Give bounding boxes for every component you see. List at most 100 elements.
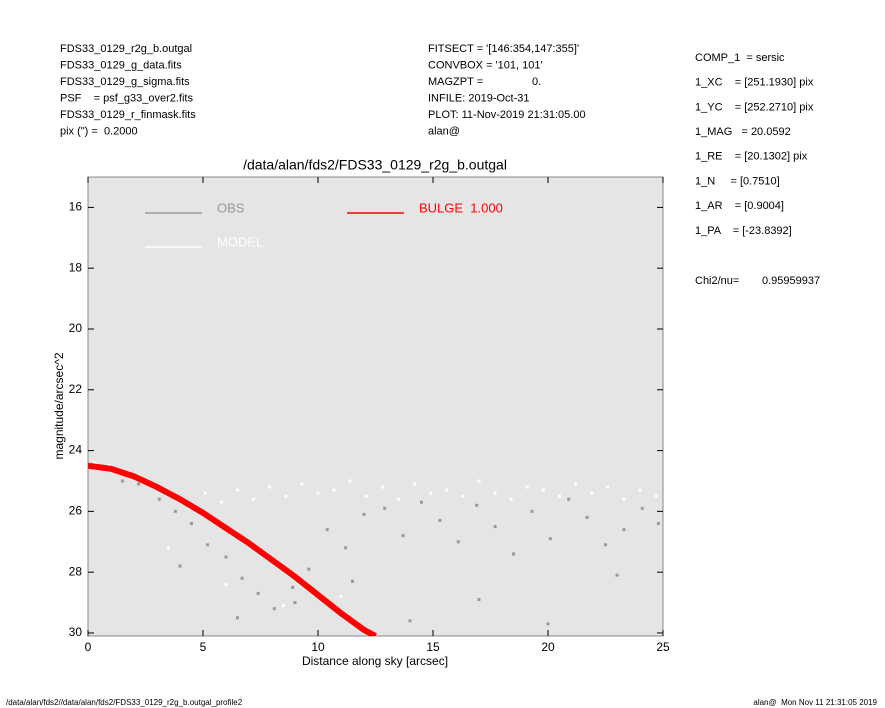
chi2-value: 0.95959937: [762, 275, 820, 287]
data-point: [268, 485, 272, 489]
fit-parameter: 1_PA = [-23.8392]: [695, 225, 792, 237]
x-tick-label: 20: [541, 640, 555, 654]
data-point: [362, 512, 366, 516]
fit-parameter: 1_RE = [20.1302] pix: [695, 151, 808, 163]
data-point: [541, 488, 545, 492]
footer-right: alan@ Mon Nov 11 21:31:05 2019: [753, 698, 877, 707]
x-tick-label: 15: [426, 640, 440, 654]
data-point: [429, 491, 433, 495]
data-point: [509, 497, 513, 501]
data-point: [187, 506, 191, 510]
data-point: [640, 506, 644, 510]
header-middle-line: INFILE: 2019-Oct-31: [428, 92, 530, 104]
header-left-line: PSF = psf_g33_over2.fits: [60, 92, 193, 104]
data-point: [203, 491, 207, 495]
fit-parameter: COMP_1 = sersic: [695, 52, 785, 64]
data-point: [339, 594, 343, 598]
data-point: [525, 485, 529, 489]
data-point: [252, 497, 256, 501]
data-point: [590, 491, 594, 495]
data-point: [574, 482, 578, 486]
header-left-line: FDS33_0129_g_data.fits: [60, 59, 182, 71]
data-point: [173, 509, 177, 513]
data-point: [167, 546, 170, 550]
x-tick-label: 25: [656, 640, 670, 654]
y-tick-label: 24: [69, 443, 83, 457]
data-point: [282, 604, 285, 608]
data-point: [256, 591, 260, 595]
data-point: [461, 494, 465, 498]
y-tick-label: 18: [69, 260, 83, 274]
data-point: [401, 534, 405, 538]
header-left-line: pix (") = 0.2000: [60, 125, 138, 137]
fit-parameter: 1_MAG = 20.0592: [695, 126, 791, 138]
y-tick-label: 20: [69, 321, 83, 335]
data-point: [475, 503, 479, 507]
data-point: [493, 525, 497, 529]
chart-title: /data/alan/fds2/FDS33_0129_r2g_b.outgal: [243, 157, 507, 173]
data-point: [530, 509, 534, 513]
data-point: [604, 543, 607, 547]
data-point: [325, 528, 329, 532]
profile-line: [88, 462, 377, 636]
data-point: [178, 564, 182, 568]
data-point: [240, 576, 244, 580]
data-point: [224, 555, 228, 559]
data-point: [558, 494, 561, 498]
fit-parameter: 1_N = [0.7510]: [695, 175, 780, 187]
data-point: [93, 461, 97, 465]
fit-parameter: 1_XC = [251.1930] pix: [695, 77, 814, 89]
data-point: [477, 598, 481, 602]
data-point: [383, 506, 387, 510]
data-point: [224, 582, 228, 586]
header-middle-line: CONVBOX = '101, 101': [428, 59, 543, 71]
data-point: [291, 585, 295, 589]
header-middle-line: FITSECT = '[146:354,147:355]': [428, 43, 579, 55]
plot-area: [87, 176, 664, 637]
legend-label: OBS: [217, 200, 245, 215]
data-point: [137, 482, 141, 486]
data-point: [477, 479, 481, 483]
data-point: [585, 515, 589, 519]
data-point: [546, 622, 550, 626]
header-middle-line: PLOT: 11-Nov-2019 21:31:05.00: [428, 109, 586, 121]
data-point: [397, 497, 400, 501]
data-point: [622, 528, 626, 532]
data-point: [606, 485, 610, 489]
data-point: [348, 479, 352, 483]
data-point: [236, 616, 239, 620]
data-point: [408, 619, 412, 623]
footer-left: /data/alan/fds2//data/alan/fds2/FDS33_01…: [6, 698, 243, 707]
data-point: [438, 518, 442, 522]
data-point: [420, 500, 423, 504]
legend-label: BULGE 1.000: [419, 200, 503, 215]
data-point: [413, 482, 417, 486]
data-point: [351, 579, 354, 583]
data-point: [316, 491, 320, 495]
data-point: [300, 482, 304, 486]
y-tick-label: 30: [69, 625, 83, 639]
data-point: [654, 494, 658, 498]
header-middle-line: MAGZPT = 0.: [428, 76, 541, 88]
data-point: [344, 546, 348, 550]
data-point: [512, 552, 515, 556]
header-left-line: FDS33_0129_r2g_b.outgal: [60, 43, 192, 55]
header-middle-line: alan@: [428, 125, 460, 137]
data-point: [622, 497, 626, 501]
x-tick-label: 10: [311, 640, 325, 654]
x-axis-label: Distance along sky [arcsec]: [302, 654, 448, 668]
header-left-line: FDS33_0129_g_sigma.fits: [60, 76, 190, 88]
chi2-label: Chi2/nu=: [695, 275, 739, 287]
data-point: [548, 537, 552, 541]
y-axis-label: magnitude/arcsec^2: [52, 352, 66, 459]
data-point: [445, 488, 449, 492]
y-tick-label: 26: [69, 504, 83, 518]
x-tick-label: 5: [200, 640, 207, 654]
x-tick-label: 0: [85, 640, 92, 654]
data-point: [656, 522, 660, 526]
data-point: [121, 479, 124, 483]
data-point: [364, 494, 368, 498]
y-tick-label: 16: [69, 200, 83, 214]
data-point: [493, 491, 497, 495]
